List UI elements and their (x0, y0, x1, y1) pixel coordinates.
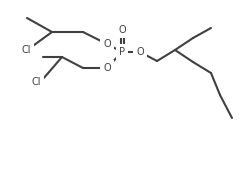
Text: O: O (136, 47, 144, 57)
Text: Cl: Cl (21, 45, 31, 55)
Text: P: P (119, 47, 125, 57)
Text: O: O (103, 39, 111, 49)
Text: O: O (118, 25, 126, 35)
Text: Cl: Cl (21, 45, 31, 55)
Text: Cl: Cl (31, 77, 41, 87)
Text: O: O (103, 63, 111, 73)
Text: Cl: Cl (31, 77, 41, 87)
